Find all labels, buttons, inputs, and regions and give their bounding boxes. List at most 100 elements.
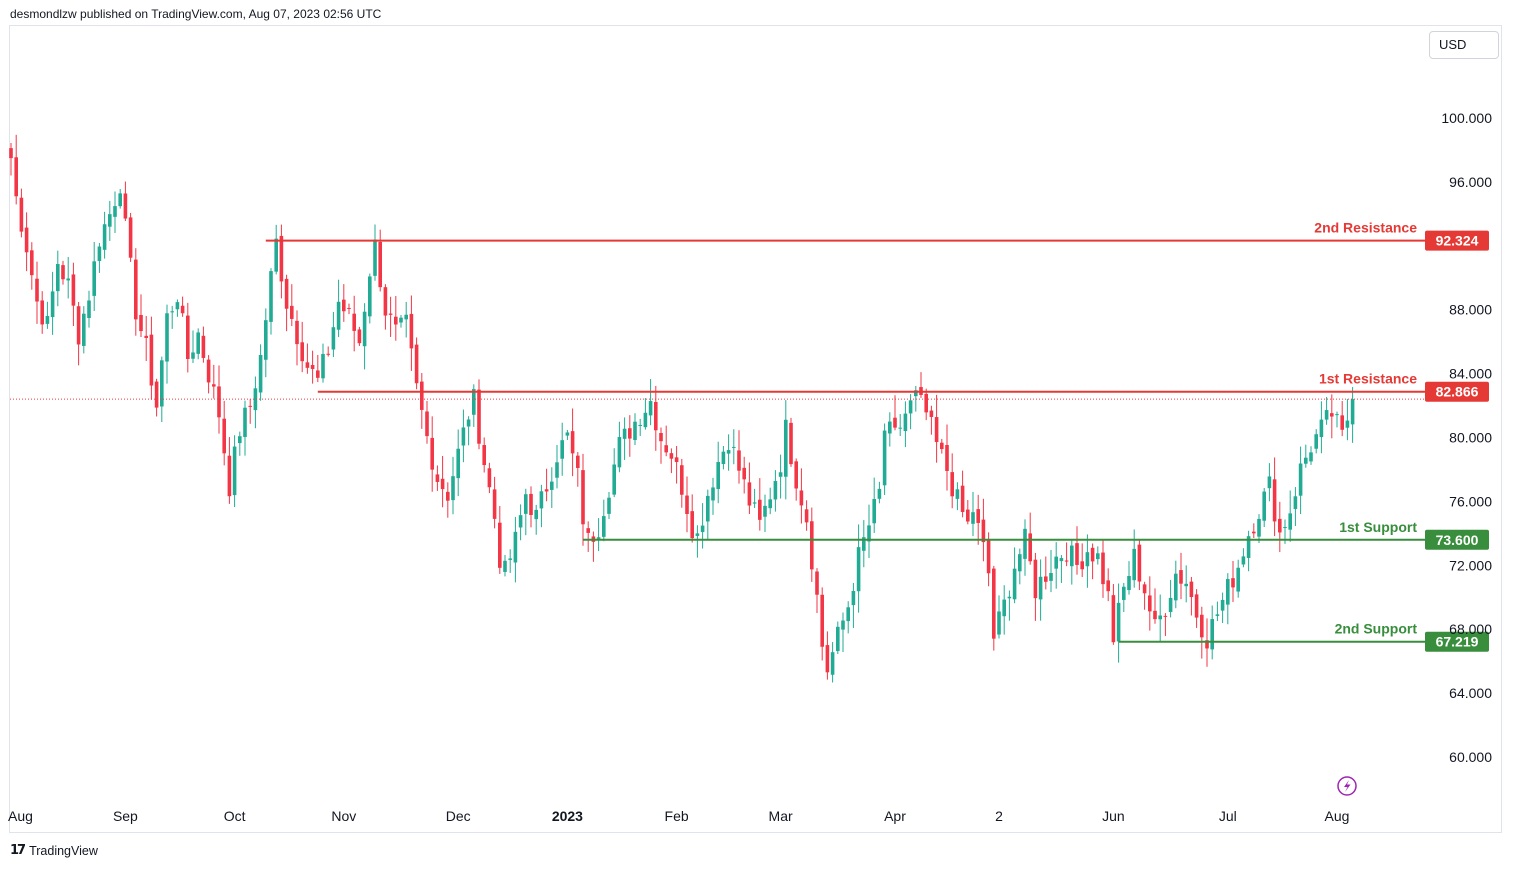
candle-body (581, 470, 585, 525)
candle (175, 299, 180, 317)
candle-body (856, 547, 861, 592)
candle-body (1132, 548, 1136, 581)
candle-body (622, 428, 627, 439)
candle-body (1090, 547, 1095, 562)
candle (1220, 592, 1225, 624)
y-tick-label: 100.000 (1441, 110, 1492, 126)
candle (232, 435, 237, 508)
candle (680, 458, 684, 508)
candle (82, 306, 86, 354)
candle (1163, 613, 1168, 637)
candle (40, 291, 44, 334)
candle-body (191, 352, 195, 359)
candle-body (451, 476, 455, 501)
candle (960, 470, 965, 518)
candle-body (914, 390, 918, 397)
candle-body (466, 419, 471, 427)
x-tick-label: Mar (769, 808, 793, 824)
candle (971, 491, 975, 537)
candle (550, 467, 554, 508)
candle-body (19, 197, 24, 232)
candle (778, 454, 783, 499)
candle (248, 399, 252, 424)
candle-body (555, 462, 559, 478)
candle-body (1049, 572, 1053, 581)
candle-body (789, 422, 793, 465)
candle-body (888, 421, 892, 434)
candle (414, 337, 419, 390)
lightning-icon[interactable] (1337, 776, 1357, 796)
candle-body (1148, 595, 1152, 612)
candle-body (784, 419, 788, 477)
candle-body (628, 428, 632, 439)
candle (628, 415, 632, 457)
candle (1335, 411, 1339, 428)
candle (217, 365, 221, 434)
candle-body (290, 305, 294, 319)
candle (1210, 605, 1214, 660)
candle-body (799, 490, 804, 506)
candle-body (347, 307, 351, 310)
candle-body (326, 353, 330, 355)
candle (732, 429, 736, 465)
candle (721, 446, 726, 470)
candle (477, 379, 481, 450)
candle-body (1330, 413, 1334, 417)
candle (1319, 401, 1324, 454)
candle-body (1272, 479, 1277, 522)
candle (56, 250, 60, 307)
candle-body (1064, 560, 1069, 562)
support-resistance-levels: 2nd Resistance 92.324 1st Resistance 82.866… (265, 220, 1489, 652)
candle-body (35, 278, 39, 302)
candle-body (602, 516, 606, 537)
candle (622, 417, 627, 460)
candle-body (565, 432, 570, 436)
level-price-tag (1425, 529, 1489, 550)
candle-body (752, 502, 757, 504)
candle (1200, 606, 1204, 659)
candle (586, 521, 590, 552)
candle-body (997, 611, 1001, 635)
candle-body (1236, 567, 1240, 592)
candle (1215, 601, 1220, 622)
y-tick-label: 84.000 (1449, 366, 1492, 382)
candle (763, 494, 767, 533)
candle-body (50, 291, 55, 318)
candle (14, 134, 18, 205)
candle (513, 516, 518, 583)
candle-body (539, 491, 544, 509)
candle (534, 504, 538, 535)
candle-body (1184, 583, 1188, 587)
candle (435, 465, 440, 491)
candle (607, 491, 611, 520)
candle-body (1293, 496, 1298, 510)
candle (1272, 457, 1277, 537)
candle-body (737, 450, 741, 471)
candle-body (9, 148, 13, 159)
candle (612, 448, 616, 498)
candle-body (706, 495, 710, 522)
candle-body (1340, 415, 1344, 430)
currency-button[interactable]: USD (1429, 31, 1499, 59)
x-tick-label: Oct (224, 808, 246, 824)
candle-body (929, 410, 934, 417)
candle-body (867, 525, 871, 542)
candle-body (1350, 399, 1355, 425)
candle (1033, 552, 1038, 621)
footer-brand[interactable]: 17 TradingView (10, 843, 98, 858)
candle (180, 296, 185, 317)
candle-body (1215, 614, 1220, 616)
candle-body (841, 620, 845, 630)
candle-body (721, 451, 726, 465)
candle (908, 394, 913, 430)
candle-body (128, 217, 133, 258)
level-name: 2nd Resistance (1314, 220, 1417, 236)
candle (872, 477, 876, 533)
candle-body (56, 264, 60, 292)
candle (227, 437, 232, 504)
candle-body (295, 320, 299, 345)
candle (591, 531, 596, 562)
candle (1350, 387, 1355, 443)
candle (529, 486, 533, 528)
